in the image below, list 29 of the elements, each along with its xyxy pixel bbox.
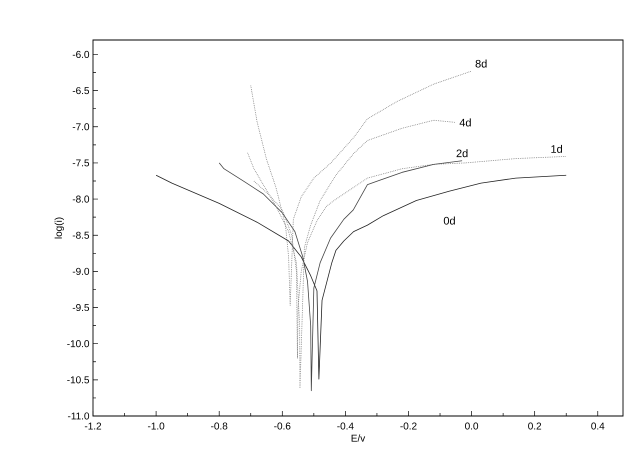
y-tick-label: -6.5 [72, 87, 90, 94]
x-tick-label: -0.4 [337, 422, 354, 430]
x-tick-label: 0.2 [528, 422, 542, 430]
x-tick-label: 0.4 [591, 422, 604, 430]
x-axis-title: E/v [352, 434, 366, 442]
x-tick-label: -0.8 [211, 422, 228, 430]
y-tick-label: -10.0 [67, 340, 90, 348]
y-tick-label: -9.0 [72, 268, 90, 275]
y-tick-label: -11.0 [68, 412, 90, 420]
x-tick-label: -1.2 [84, 422, 102, 430]
series-label: 1d [551, 144, 562, 153]
y-tick-label: -8.5 [72, 232, 90, 239]
y-tick-label: -7.0 [72, 123, 90, 130]
line-series [218, 160, 463, 392]
y-tick-label: -10.5 [67, 376, 90, 384]
x-tick-label: -0.6 [274, 422, 290, 430]
series-label: 2d [456, 149, 468, 158]
y-tick-label: -6.0 [72, 50, 90, 58]
series-label: 8d [476, 60, 487, 68]
x-tick-label: -1.0 [148, 422, 164, 430]
series-label: 4d [460, 118, 471, 126]
x-tick-label: 0.0 [465, 422, 478, 430]
text: 0d [444, 216, 455, 225]
x-tick-label: -0.2 [400, 422, 417, 430]
y-axis-title: log(i) [54, 218, 64, 238]
y-tick-label: -9.5 [72, 304, 90, 312]
y-tick-label: -8.0 [72, 196, 90, 203]
y-tick-label: -7.5 [72, 159, 90, 166]
line-series [156, 174, 567, 380]
